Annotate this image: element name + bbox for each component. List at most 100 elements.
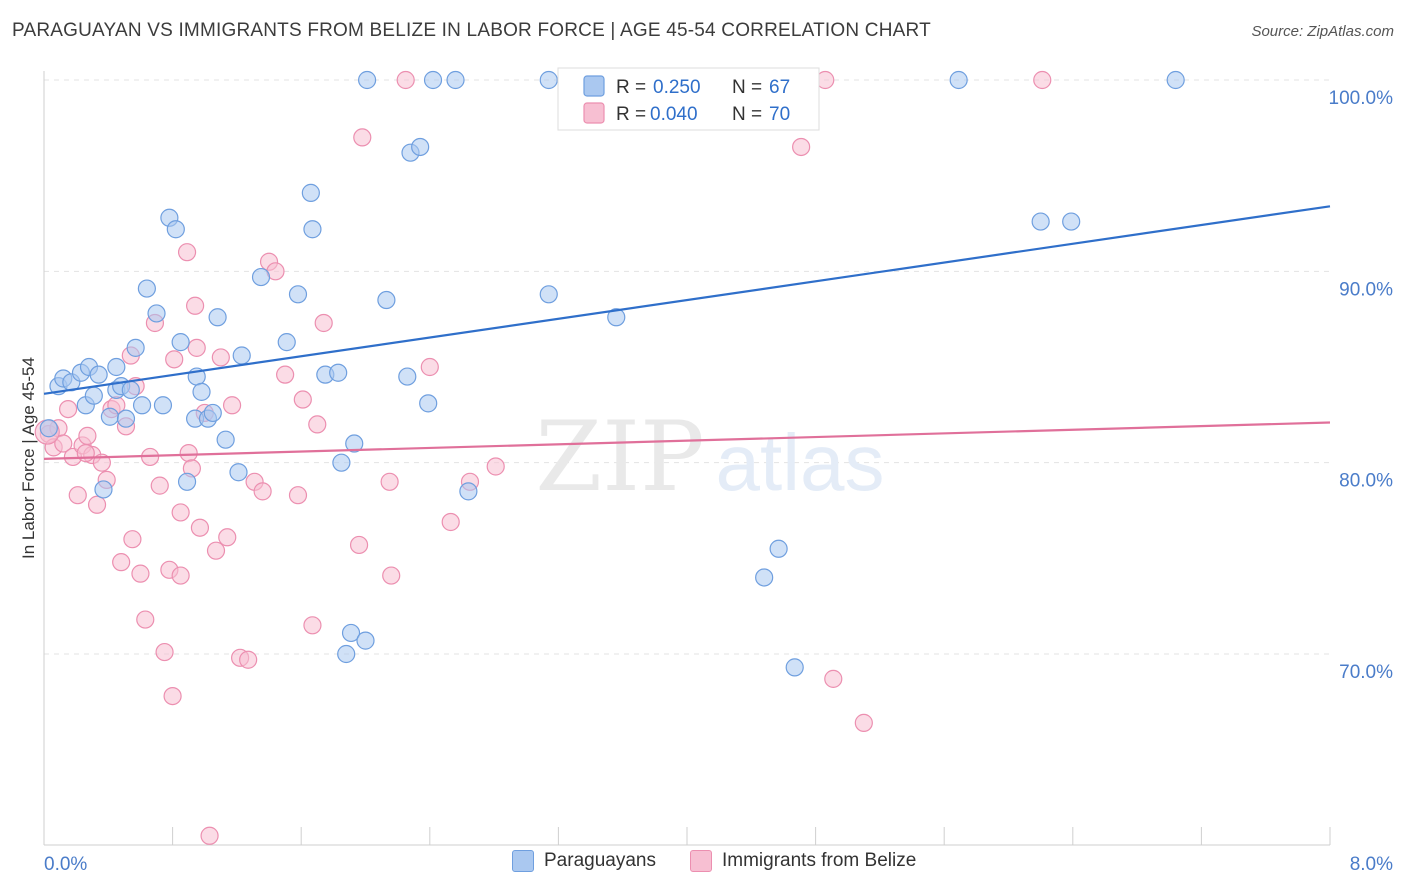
data-point xyxy=(308,415,327,434)
x-tick-labels: 0.0% 8.0% xyxy=(44,854,1393,875)
data-point xyxy=(769,539,788,558)
data-point xyxy=(251,267,271,287)
legend-top: R = 0.250 N = 67 R = 0.040 N = 70 xyxy=(557,67,820,131)
legend-label: Paraguayans xyxy=(544,850,656,871)
data-point xyxy=(211,348,230,367)
data-point xyxy=(192,382,211,401)
y-tick-labels: 70.0% 80.0% 90.0% 100.0% xyxy=(1329,88,1394,683)
data-point xyxy=(420,357,439,377)
legend-n-value: 67 xyxy=(769,77,790,98)
gridlines xyxy=(44,79,1330,655)
data-point xyxy=(216,430,235,449)
data-point xyxy=(539,285,558,304)
data-point xyxy=(380,472,399,491)
y-axis-label: In Labor Force | Age 45-54 xyxy=(19,357,38,559)
data-point xyxy=(132,396,152,415)
data-point xyxy=(539,70,558,90)
data-point xyxy=(87,495,107,514)
data-point xyxy=(441,512,460,532)
data-point xyxy=(84,386,103,405)
data-point xyxy=(396,70,415,90)
data-point xyxy=(203,403,222,423)
data-point xyxy=(163,686,182,706)
data-point xyxy=(377,290,396,310)
data-point xyxy=(1062,212,1081,231)
data-point xyxy=(1166,70,1185,90)
y-tick-label: 90.0% xyxy=(1339,279,1393,300)
data-point xyxy=(398,367,417,386)
data-point xyxy=(89,365,108,384)
y-tick-label: 80.0% xyxy=(1339,471,1393,492)
data-point xyxy=(218,528,237,547)
data-point xyxy=(1033,70,1052,90)
legend-n-label: N = xyxy=(732,104,762,125)
x-tick-label: 8.0% xyxy=(1350,854,1393,875)
legend-item-belize[interactable]: Immigrants from Belize xyxy=(690,850,916,872)
series-paraguayans-points xyxy=(39,70,1185,677)
data-point xyxy=(150,476,169,495)
data-point xyxy=(206,541,226,560)
data-point xyxy=(288,285,308,304)
y-tick-label: 70.0% xyxy=(1339,662,1393,683)
data-point xyxy=(78,426,97,445)
data-point xyxy=(356,631,375,650)
data-point xyxy=(171,333,190,352)
data-point xyxy=(126,338,145,357)
data-point xyxy=(171,503,190,522)
data-point xyxy=(200,826,219,845)
data-point xyxy=(94,480,113,499)
data-point xyxy=(446,70,465,90)
data-point xyxy=(607,308,626,327)
data-point xyxy=(382,566,401,585)
legend-swatch-blue xyxy=(583,75,605,97)
data-point xyxy=(755,568,774,587)
data-point xyxy=(54,434,73,453)
data-point xyxy=(190,518,210,537)
legend-n-value: 70 xyxy=(769,104,790,125)
data-point xyxy=(112,553,131,572)
data-point xyxy=(854,713,873,732)
data-point xyxy=(276,365,295,384)
data-point xyxy=(1031,212,1050,231)
data-point xyxy=(239,650,258,669)
data-point xyxy=(116,409,136,428)
data-point xyxy=(186,296,205,315)
data-point xyxy=(332,453,351,472)
data-point xyxy=(39,419,58,438)
y-tick-label: 100.0% xyxy=(1329,88,1394,109)
data-point xyxy=(187,338,206,357)
trend-line-paraguayans xyxy=(43,205,1331,395)
data-point xyxy=(792,137,811,157)
data-point xyxy=(121,380,140,400)
watermark-atlas: atlas xyxy=(716,418,885,507)
legend-swatch-pink xyxy=(690,850,712,872)
data-point xyxy=(341,623,361,643)
data-point xyxy=(59,399,78,419)
data-point xyxy=(288,486,308,505)
data-point xyxy=(349,535,369,555)
data-point xyxy=(353,128,372,147)
data-point xyxy=(229,463,248,482)
data-point xyxy=(785,658,804,677)
data-point xyxy=(486,457,505,476)
legend-bottom: Paraguayans Immigrants from Belize xyxy=(0,850,1406,880)
data-point xyxy=(337,644,356,664)
data-point xyxy=(253,482,272,501)
legend-item-paraguayans[interactable]: Paraguayans xyxy=(512,850,656,872)
data-point xyxy=(293,390,312,409)
data-point xyxy=(171,566,190,585)
data-point xyxy=(166,220,185,239)
data-point xyxy=(131,564,150,583)
source-credit: Source: ZipAtlas.com xyxy=(1251,23,1394,40)
data-point xyxy=(411,137,430,157)
data-point xyxy=(137,279,156,298)
data-point xyxy=(303,616,322,635)
data-point xyxy=(314,313,333,333)
data-point xyxy=(345,434,364,453)
data-point xyxy=(177,472,197,491)
trend-lines xyxy=(43,205,1331,460)
legend-swatch-pink xyxy=(583,102,605,124)
data-point xyxy=(423,70,443,90)
legend-label: Immigrants from Belize xyxy=(722,850,917,871)
data-point xyxy=(232,346,251,365)
